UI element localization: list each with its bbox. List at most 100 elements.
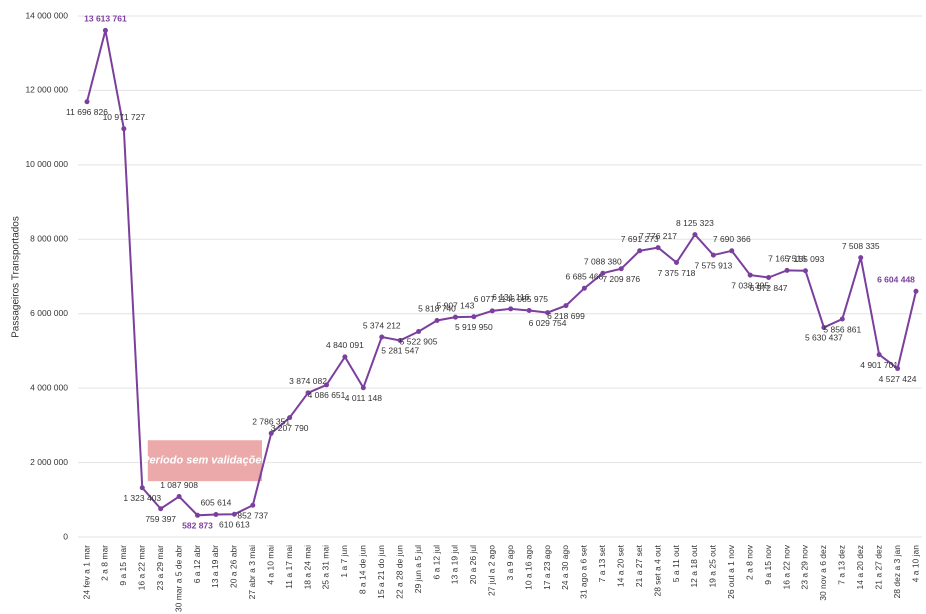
point: [360, 385, 366, 391]
point: [766, 275, 772, 281]
point: [600, 270, 606, 276]
y-tick-label: 8 000 000: [30, 234, 68, 244]
point: [637, 248, 643, 254]
x-tick-label: 16 a 22 mar: [137, 545, 147, 591]
y-tick-label: 6 000 000: [30, 308, 68, 318]
data-label: 4 840 091: [326, 340, 364, 350]
data-label: 6 218 699: [547, 311, 585, 321]
data-label: 7 776 217: [639, 231, 677, 241]
point: [692, 232, 698, 238]
point: [913, 288, 919, 294]
data-label: 7 038 395: [731, 280, 769, 290]
data-label: 7 165 516: [768, 254, 806, 264]
x-tick-label: 15 a 21 do jun: [376, 545, 386, 599]
data-label: 7 088 380: [584, 256, 622, 266]
data-label: 7 155 093: [787, 254, 825, 264]
data-label: 852 737: [237, 511, 268, 521]
data-label: 7 690 366: [713, 234, 751, 244]
x-tick-label: 28 dez a 3 jan: [892, 545, 902, 599]
point: [839, 316, 845, 322]
x-tick-label: 6 a 12 abr: [192, 545, 202, 583]
x-tick-label: 14 a 20 dez: [855, 545, 865, 589]
point: [858, 255, 864, 261]
point: [784, 267, 790, 273]
data-label: 6 029 754: [529, 318, 567, 328]
data-label: 7 575 913: [694, 260, 732, 270]
x-tick-label: 24 fev a 1 mar: [81, 545, 91, 600]
point: [802, 268, 808, 274]
data-label: 5 281 547: [381, 346, 419, 356]
data-label: 4 011 148: [345, 393, 382, 403]
point: [471, 314, 477, 320]
data-label: 605 614: [201, 498, 232, 508]
x-tick-label: 13 a 19 jul: [450, 545, 460, 584]
point: [508, 306, 514, 312]
x-tick-label: 29 jun a 5 jul: [413, 545, 423, 593]
x-tick-label: 21 a 27 set: [634, 544, 644, 587]
data-label: 7 209 876: [602, 274, 640, 284]
point: [489, 308, 495, 314]
point: [84, 99, 90, 105]
point: [710, 252, 716, 258]
data-label: 4 086 651: [308, 390, 346, 400]
x-tick-label: 6 a 12 jul: [431, 545, 441, 580]
x-tick-label: 27 abr a 3 mai: [247, 545, 257, 599]
data-label: 13 613 761: [84, 14, 127, 24]
x-tick-label: 14 a 20 set: [615, 544, 625, 587]
data-label: 610 613: [219, 520, 250, 530]
data-label: 11 696 826: [66, 107, 108, 117]
x-tick-label: 26 out a 1 nov: [726, 544, 736, 599]
x-tick-label: 23 a 29 mar: [155, 545, 165, 591]
data-label: 5 630 437: [805, 333, 843, 343]
point: [747, 272, 753, 278]
x-tick-label: 20 a 26 abr: [229, 545, 239, 588]
point: [250, 502, 256, 508]
data-label: 582 873: [182, 521, 213, 531]
data-label: 1 087 908: [160, 480, 198, 490]
point: [342, 354, 348, 360]
x-tick-label: 10 a 16 ago: [523, 545, 533, 590]
point: [121, 126, 127, 132]
x-tick-label: 17 a 23 ago: [542, 545, 552, 590]
y-axis-label: Passageiros Transportados: [11, 216, 22, 338]
x-tick-label: 31 ago a 6 set: [579, 544, 589, 599]
data-label: 5 522 905: [400, 337, 438, 347]
point: [655, 245, 661, 251]
data-label: 6 085 975: [510, 294, 548, 304]
x-tick-label: 27 jul a 2 ago: [487, 545, 497, 596]
point: [729, 248, 735, 254]
annotation-box: [147, 440, 263, 482]
data-label: 6 972 847: [750, 283, 788, 293]
x-tick-label: 2 a 8 mar: [100, 545, 110, 581]
data-label: 759 397: [145, 514, 176, 524]
data-label: 5 907 143: [437, 300, 475, 310]
data-label: 1 323 403: [123, 493, 161, 503]
x-tick-label: 20 a 26 jul: [468, 545, 478, 584]
x-tick-label: 8 a 14 de jun: [358, 545, 368, 594]
x-tick-label: 22 a 28 de jun: [394, 545, 404, 599]
point: [102, 27, 108, 33]
point: [158, 506, 164, 512]
x-tick-label: 16 a 22 nov: [781, 544, 791, 589]
point: [416, 328, 422, 334]
y-tick-label: 0: [63, 531, 68, 541]
data-label: 3 874 082: [289, 376, 327, 386]
x-tick-label: 28 set a 4 out: [652, 544, 662, 596]
point: [452, 314, 458, 320]
data-label: 5 374 212: [363, 320, 401, 330]
point: [581, 285, 587, 291]
x-tick-label: 18 a 24 mai: [302, 545, 312, 590]
x-tick-label: 5 a 11 out: [671, 544, 681, 582]
x-tick-label: 19 a 25 out: [708, 544, 718, 587]
point: [618, 266, 624, 272]
x-tick-label: 13 a 19 abr: [210, 545, 220, 588]
x-tick-label: 30 nov a 6 dez: [818, 545, 828, 601]
y-tick-label: 10 000 000: [25, 159, 68, 169]
point: [434, 317, 440, 323]
line: [86, 30, 917, 517]
data-label: 6 604 448: [877, 274, 915, 284]
x-tick-label: 4 a 10 mai: [265, 545, 275, 585]
x-tick-label: 3 a 9 ago: [505, 545, 515, 581]
point: [545, 310, 551, 316]
